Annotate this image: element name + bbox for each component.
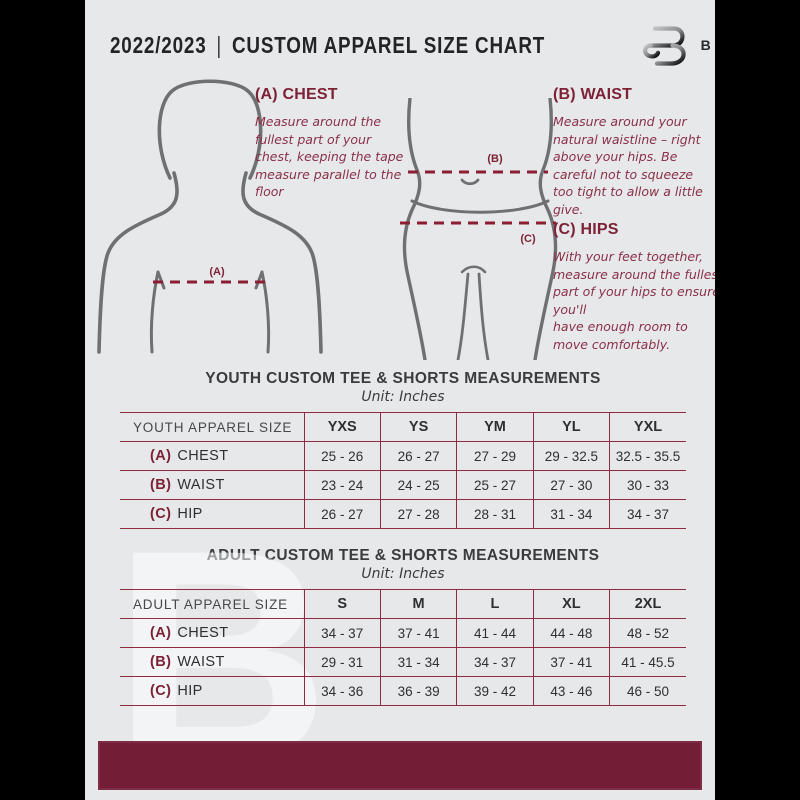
- size-column-header: S: [303, 589, 381, 619]
- hips-guide: (C) HIPS With your feet together, measur…: [553, 221, 715, 353]
- waist-guide-heading: (B) WAIST: [553, 86, 633, 103]
- measurement-cell: 29 - 32.5: [532, 441, 610, 471]
- header: 2022/2023 | CUSTOM APPAREL SIZE CHART: [110, 22, 715, 68]
- measurement-cell: 26 - 27: [303, 499, 381, 529]
- measurement-cell: 36 - 39: [379, 676, 457, 706]
- measurement-cell: 34 - 37: [456, 647, 534, 677]
- table-row: (C) HIP 34 - 36 36 - 39 39 - 42 43 - 46 46 - 5…: [120, 676, 686, 706]
- youth-section-title: YOUTH CUSTOM TEE & SHORTS MEASUREMENTS: [205, 370, 601, 387]
- measurement-cell: 41 - 44: [456, 618, 534, 648]
- size-column-header: YL: [532, 412, 610, 442]
- measurement-cell: 24 - 25: [379, 470, 457, 500]
- adult-size-table: ADULT APPAREL SIZE S M L XL 2XL (A) CHEST 34 - 3…: [120, 589, 686, 706]
- measurement-row-label: (C) HIP: [120, 499, 304, 529]
- measurement-cell: 39 - 42: [456, 676, 534, 706]
- size-table: YOUTH APPAREL SIZE YXS YS YM YL YXL (A) CHEST 25…: [120, 412, 686, 529]
- waist-marker-label: (B): [487, 153, 503, 165]
- marker-key: (B): [150, 654, 172, 670]
- measurement-row-label: (B) WAIST: [120, 647, 304, 677]
- measurement-cell: 25 - 26: [303, 441, 381, 471]
- measurement-row-label: (A) CHEST: [120, 441, 304, 471]
- torso-figure: (A): [97, 79, 323, 354]
- marker-key: (B): [150, 477, 172, 493]
- hips-guide-heading: (C) HIPS: [553, 221, 619, 238]
- size-column-header: YS: [379, 412, 457, 442]
- size-column-header: L: [456, 589, 534, 619]
- measurement-cell: 25 - 27: [456, 470, 534, 500]
- marker-key: (C): [150, 683, 172, 699]
- size-column-header: YXS: [303, 412, 381, 442]
- size-table: ADULT APPAREL SIZE S M L XL 2XL (A) CHEST 34 - 3…: [120, 589, 686, 706]
- apparel-size-label: ADULT APPAREL SIZE: [120, 589, 304, 619]
- brand-block: BREAKAWAY: [641, 23, 715, 67]
- hips-marker-label: (C): [520, 233, 536, 245]
- measurement-cell: 37 - 41: [532, 647, 610, 677]
- table-row: (B) WAIST 29 - 31 31 - 34 34 - 37 37 - 41 41 -…: [120, 647, 686, 677]
- measurement-cell: 27 - 28: [379, 499, 457, 529]
- table-row: (B) WAIST 23 - 24 24 - 25 25 - 27 27 - 30 30 -…: [120, 470, 686, 500]
- page-title: 2022/2023 | CUSTOM APPAREL SIZE CHART: [110, 32, 545, 59]
- marker-key: (C): [150, 506, 172, 522]
- table-row: (C) HIP 26 - 27 27 - 28 28 - 31 31 - 34 34 - 3…: [120, 499, 686, 529]
- measurement-row-label: (C) HIP: [120, 676, 304, 706]
- chest-guide-text: Measure around the fullest part of your …: [255, 114, 404, 199]
- size-column-header: M: [379, 589, 457, 619]
- chest-guide-heading: (A) CHEST: [255, 86, 338, 103]
- size-column-header: YXL: [609, 412, 686, 442]
- measurement-cell: 32.5 - 35.5: [609, 441, 686, 471]
- season-label: 2022/2023: [110, 31, 207, 58]
- measurement-cell: 27 - 29: [456, 441, 534, 471]
- waist-guide: (B) WAIST Measure around your natural wa…: [553, 86, 715, 218]
- title-text: CUSTOM APPAREL SIZE CHART: [231, 31, 546, 58]
- brand-name: BREAKAWAY: [700, 37, 715, 53]
- hips-guide-text: With your feet together, measure around …: [553, 249, 715, 352]
- marker-key: (A): [150, 625, 172, 641]
- measurement-cell: 48 - 52: [609, 618, 686, 648]
- measurement-cell: 31 - 34: [379, 647, 457, 677]
- adult-section-title: ADULT CUSTOM TEE & SHORTS MEASUREMENTS: [206, 547, 600, 564]
- measurement-cell: 43 - 46: [532, 676, 610, 706]
- measurement-cell: 31 - 34: [532, 499, 610, 529]
- apparel-size-label: YOUTH APPAREL SIZE: [120, 412, 304, 442]
- table-row: (A) CHEST 34 - 37 37 - 41 41 - 44 44 - 48 48 -…: [120, 618, 686, 648]
- youth-size-table: YOUTH APPAREL SIZE YXS YS YM YL YXL (A) CHEST 25…: [120, 412, 686, 529]
- measurement-cell: 29 - 31: [303, 647, 381, 677]
- marker-key: (A): [150, 448, 172, 464]
- size-chart-page: 2022/2023 | CUSTOM APPAREL SIZE CHART: [85, 0, 715, 800]
- measurement-cell: 37 - 41: [379, 618, 457, 648]
- size-column-header: YM: [456, 412, 534, 442]
- table-header-row: ADULT APPAREL SIZE S M L XL 2XL: [120, 589, 686, 619]
- measurement-row-label: (A) CHEST: [120, 618, 304, 648]
- waist-guide-text: Measure around your natural waistline – …: [553, 114, 703, 217]
- size-column-header: 2XL: [609, 589, 686, 619]
- measurement-cell: 41 - 45.5: [609, 647, 686, 677]
- title-separator: |: [216, 31, 223, 58]
- measurement-cell: 34 - 37: [609, 499, 686, 529]
- measurement-cell: 34 - 36: [303, 676, 381, 706]
- measurement-cell: 46 - 50: [609, 676, 686, 706]
- measurement-cell: 28 - 31: [456, 499, 534, 529]
- measurement-cell: 23 - 24: [303, 470, 381, 500]
- breakaway-logo-icon: [642, 26, 686, 66]
- measurement-cell: 26 - 27: [379, 441, 457, 471]
- table-row: (A) CHEST 25 - 26 26 - 27 27 - 29 29 - 32.5 32…: [120, 441, 686, 471]
- measurement-cell: 34 - 37: [303, 618, 381, 648]
- table-header-row: YOUTH APPAREL SIZE YXS YS YM YL YXL: [120, 412, 686, 442]
- footer-bar: [98, 741, 702, 790]
- adult-unit-label: Unit: Inches: [361, 566, 445, 582]
- chest-marker-label: (A): [209, 266, 225, 278]
- measurement-cell: 27 - 30: [532, 470, 610, 500]
- size-column-header: XL: [532, 589, 610, 619]
- measurement-cell: 30 - 33: [609, 470, 686, 500]
- measurement-cell: 44 - 48: [532, 618, 610, 648]
- chest-guide: (A) CHEST Measure around the fullest par…: [255, 86, 410, 201]
- measurement-row-label: (B) WAIST: [120, 470, 304, 500]
- waist-hips-figure: (B) (C): [400, 98, 558, 360]
- youth-unit-label: Unit: Inches: [361, 389, 445, 405]
